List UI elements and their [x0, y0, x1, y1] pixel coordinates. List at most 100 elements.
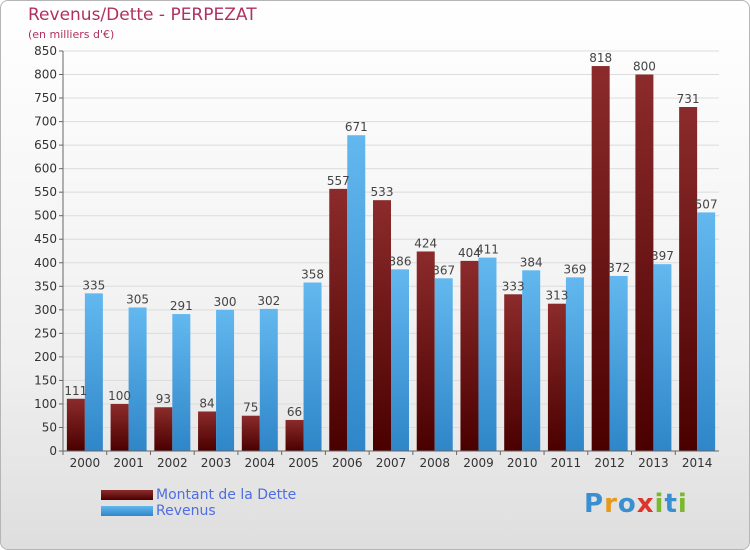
x-tick-label: 2009 — [463, 456, 494, 470]
bars-layer — [66, 66, 716, 451]
bar-revenue — [609, 275, 628, 451]
data-label-debt: 800 — [633, 60, 656, 74]
bar-revenue — [522, 270, 541, 451]
bar-revenue — [653, 264, 672, 451]
bar-revenue — [259, 308, 278, 451]
legend-label-revenue: Revenus — [156, 503, 216, 519]
data-label-debt: 75 — [243, 401, 258, 415]
x-tick-label: 2008 — [419, 456, 450, 470]
bar-revenue — [347, 135, 366, 451]
proxiti-logo: Proxiti — [584, 489, 688, 519]
data-label-revenue: 671 — [345, 120, 368, 134]
y-tick-label: 550 — [34, 185, 57, 199]
bar-debt — [460, 260, 479, 451]
legend-item-revenue: Revenus — [101, 503, 296, 519]
x-tick-label: 2010 — [507, 456, 538, 470]
y-tick-label: 0 — [49, 444, 57, 458]
legend-label-debt: Montant de la Dette — [156, 487, 297, 503]
bar-revenue — [172, 314, 191, 451]
bar-revenue — [303, 282, 322, 451]
bar-debt — [285, 419, 304, 451]
data-label-debt: 731 — [677, 92, 700, 106]
data-label-revenue: 386 — [389, 254, 412, 268]
x-tick-label: 2005 — [288, 456, 319, 470]
y-tick-label: 500 — [34, 209, 57, 223]
data-label-revenue: 302 — [257, 294, 280, 308]
y-tick-label: 650 — [34, 138, 57, 152]
logo-letter: t — [664, 489, 678, 519]
data-label-revenue: 384 — [520, 255, 543, 269]
chart-title: Revenus/Dette - PERPEZAT — [28, 5, 257, 25]
data-label-revenue: 305 — [126, 292, 149, 306]
bar-revenue — [391, 269, 409, 451]
data-label-revenue: 335 — [82, 278, 105, 292]
data-label-debt: 313 — [545, 289, 568, 303]
x-tick-label: 2001 — [113, 456, 144, 470]
data-label-revenue: 291 — [170, 299, 193, 313]
x-tick-label: 2004 — [245, 456, 276, 470]
bar-debt — [416, 251, 435, 451]
bar-debt — [241, 415, 260, 451]
legend-item-debt: Montant de la Dette — [101, 487, 296, 503]
bar-revenue — [84, 293, 103, 451]
data-label-revenue: 411 — [476, 243, 499, 257]
bar-debt — [679, 107, 698, 451]
data-label-debt: 404 — [458, 246, 481, 260]
axis-layer: 0 50 100 150 200 250 300 350 400 450 500 550 600 650 7… — [34, 44, 719, 470]
data-label-debt: 93 — [156, 392, 171, 406]
y-tick-label: 300 — [34, 303, 57, 317]
data-label-debt: 333 — [502, 279, 525, 293]
y-tick-label: 250 — [34, 326, 57, 340]
y-tick-label: 200 — [34, 350, 57, 364]
bar-debt — [373, 200, 391, 451]
logo-letter: x — [636, 489, 655, 519]
data-label-revenue: 369 — [563, 262, 586, 276]
y-tick-label: 750 — [34, 91, 57, 105]
bar-revenue — [216, 309, 235, 451]
y-tick-label: 450 — [34, 232, 57, 246]
y-tick-label: 850 — [34, 44, 57, 58]
data-label-debt: 818 — [589, 51, 612, 65]
data-label-debt: 100 — [108, 389, 131, 403]
legend: Montant de la Dette Revenus — [101, 487, 296, 519]
bar-revenue — [478, 257, 497, 451]
bar-revenue — [128, 307, 147, 451]
data-label-revenue: 397 — [651, 249, 674, 263]
labels-layer: 111 335 100 305 93 291 84 300 75 302 66 358 557 671 53… — [64, 51, 717, 419]
y-tick-label: 400 — [34, 256, 57, 270]
bar-debt — [591, 66, 610, 451]
y-tick-label: 600 — [34, 162, 57, 176]
data-label-debt: 533 — [371, 185, 394, 199]
y-tick-label: 50 — [42, 420, 57, 434]
data-label-revenue: 300 — [214, 295, 237, 309]
x-tick-label: 2014 — [682, 456, 713, 470]
data-label-debt: 84 — [199, 396, 214, 410]
x-tick-label: 2006 — [332, 456, 363, 470]
bar-debt — [329, 188, 348, 451]
bar-debt — [66, 398, 85, 451]
bar-debt — [504, 294, 523, 451]
logo-letter: r — [604, 489, 618, 519]
bar-debt — [154, 407, 173, 451]
bar-debt — [110, 403, 129, 451]
x-tick-label: 2007 — [376, 456, 407, 470]
logo-letter: i — [654, 489, 665, 519]
x-tick-label: 2003 — [201, 456, 232, 470]
chart-subtitle: (en milliers d'€) — [28, 28, 115, 41]
bar-revenue — [565, 277, 584, 451]
bar-revenue — [697, 212, 716, 451]
y-tick-label: 700 — [34, 115, 57, 129]
logo-letter: P — [584, 489, 605, 519]
data-label-debt: 111 — [64, 384, 87, 398]
logo-letter: o — [617, 489, 637, 519]
data-label-revenue: 372 — [607, 261, 630, 275]
y-tick-label: 150 — [34, 373, 57, 387]
data-label-revenue: 507 — [695, 197, 718, 211]
legend-swatch-debt — [101, 490, 153, 500]
data-label-revenue: 367 — [432, 263, 455, 277]
data-label-debt: 66 — [287, 405, 302, 419]
y-tick-label: 350 — [34, 279, 57, 293]
y-tick-label: 100 — [34, 397, 57, 411]
